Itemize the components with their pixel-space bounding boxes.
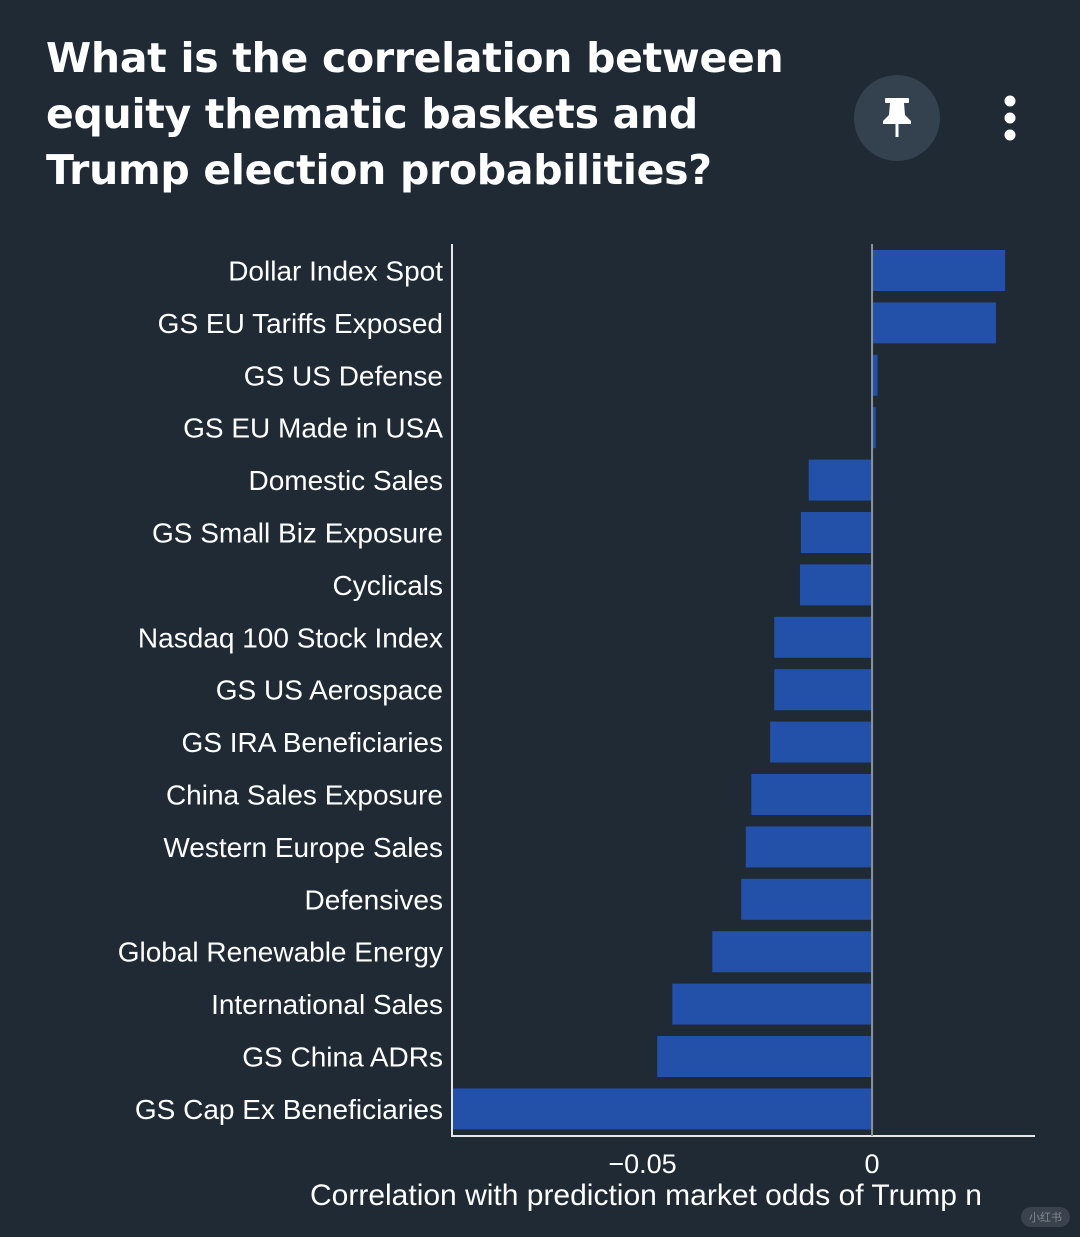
more-options-button[interactable] xyxy=(986,88,1034,148)
bar xyxy=(657,1036,873,1077)
category-label: GS Small Biz Exposure xyxy=(152,518,443,549)
category-label: Dollar Index Spot xyxy=(228,256,443,287)
x-tick-label: 0 xyxy=(865,1149,880,1179)
pin-button[interactable] xyxy=(854,75,940,161)
category-label: Cyclicals xyxy=(333,570,443,601)
bar xyxy=(872,302,996,344)
bar xyxy=(741,878,873,920)
x-tick-label: −0.05 xyxy=(608,1149,676,1179)
category-label: Global Renewable Energy xyxy=(118,937,443,968)
bar xyxy=(745,826,873,868)
category-label: Domestic Sales xyxy=(248,465,443,496)
bar xyxy=(712,931,873,973)
bar xyxy=(800,512,873,553)
watermark: 小红书 xyxy=(1021,1207,1070,1227)
bar xyxy=(872,407,876,449)
bar xyxy=(672,983,873,1025)
category-label: GS US Aerospace xyxy=(216,675,443,706)
category-label: Western Europe Sales xyxy=(163,832,443,863)
page-title: What is the correlation between equity t… xyxy=(46,34,784,194)
category-label: GS EU Tariffs Exposed xyxy=(158,308,443,339)
category-label: Nasdaq 100 Stock Index xyxy=(138,622,443,653)
bar xyxy=(751,774,873,815)
more-vertical-icon xyxy=(1003,94,1017,142)
bar xyxy=(799,564,873,606)
bar xyxy=(872,354,878,396)
pin-icon xyxy=(880,98,914,138)
category-label: International Sales xyxy=(211,989,443,1020)
category-label: GS Cap Ex Beneficiaries xyxy=(135,1094,443,1125)
bar xyxy=(770,721,873,763)
bar xyxy=(774,669,873,711)
category-label: Defensives xyxy=(304,884,443,915)
category-label: GS US Defense xyxy=(244,360,443,391)
bar xyxy=(451,1088,873,1130)
category-label: GS EU Made in USA xyxy=(183,413,443,444)
category-label: GS IRA Beneficiaries xyxy=(182,727,443,758)
bar xyxy=(774,616,873,658)
x-axis-title: Correlation with prediction market odds … xyxy=(310,1179,982,1212)
category-label: GS China ADRs xyxy=(242,1042,443,1073)
category-label: China Sales Exposure xyxy=(166,780,443,811)
bar xyxy=(808,459,873,501)
bar xyxy=(872,250,1006,291)
